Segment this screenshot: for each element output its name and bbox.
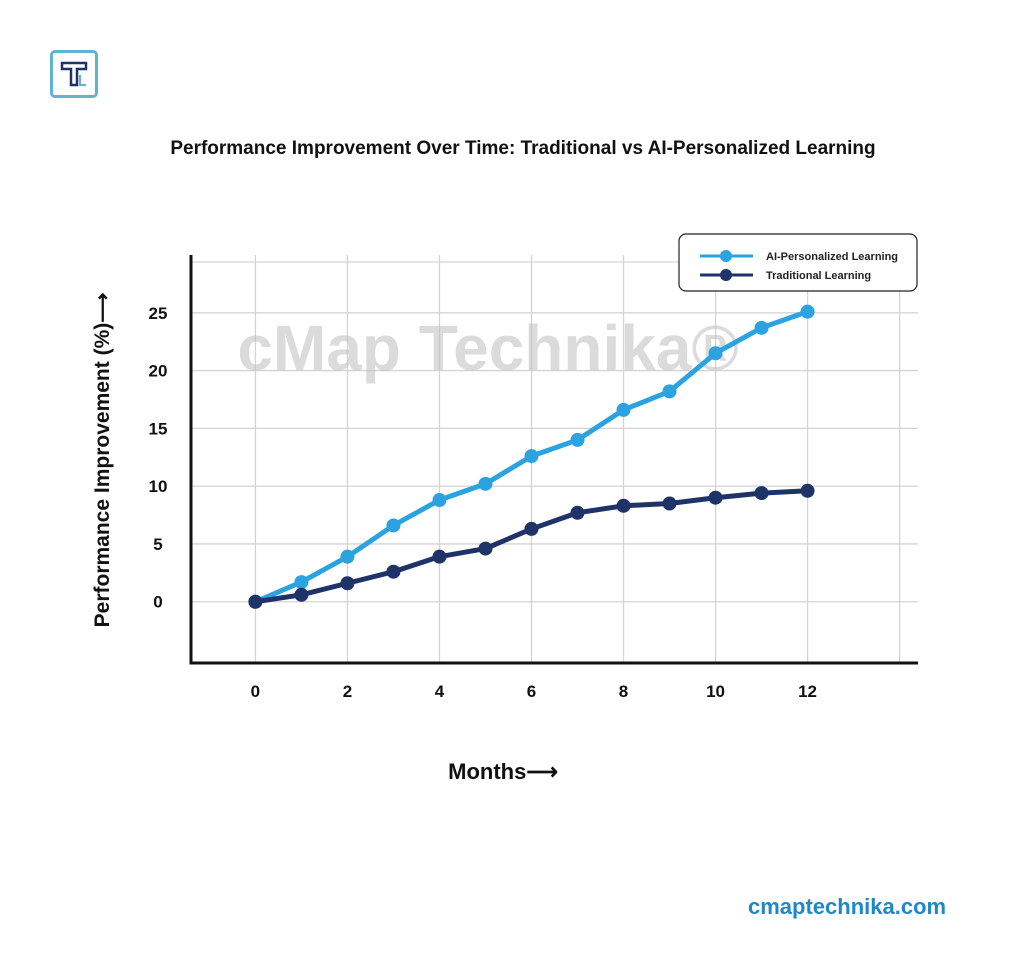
- logo: [50, 50, 98, 98]
- data-point: [432, 549, 447, 564]
- x-tick-label: 12: [798, 682, 817, 701]
- y-tick-label: 5: [153, 535, 162, 554]
- data-point: [708, 346, 723, 361]
- x-tick-label: 0: [251, 682, 260, 701]
- data-point: [616, 402, 631, 417]
- y-tick-label: 15: [149, 419, 168, 438]
- legend-box: [678, 233, 918, 292]
- data-point: [524, 521, 539, 536]
- data-point: [570, 505, 585, 520]
- data-point: [340, 549, 355, 564]
- data-point: [754, 486, 769, 501]
- y-axis-label: Performance Improvement (%)⟶: [91, 293, 114, 628]
- data-point: [478, 476, 493, 491]
- data-point: [708, 490, 723, 505]
- x-tick-label: 2: [343, 682, 352, 701]
- data-point: [340, 576, 355, 591]
- x-tick-label: 10: [706, 682, 725, 701]
- y-tick-label: 10: [149, 477, 168, 496]
- legend-marker: [720, 269, 732, 281]
- chart-title: Performance Improvement Over Time: Tradi…: [170, 138, 876, 159]
- watermark: cMap Technika®: [237, 312, 738, 384]
- legend-marker: [720, 250, 732, 262]
- data-point: [662, 384, 677, 399]
- data-point: [386, 518, 401, 533]
- logo-t-icon: [60, 61, 88, 87]
- data-point: [432, 493, 447, 508]
- y-tick-label: 0: [153, 593, 162, 612]
- data-point: [800, 304, 815, 319]
- data-point: [570, 432, 585, 447]
- data-point: [248, 594, 263, 609]
- data-point: [616, 498, 631, 513]
- data-point: [294, 575, 309, 590]
- data-point: [524, 449, 539, 464]
- x-axis-label: Months⟶: [448, 759, 558, 784]
- legend-label: AI-Personalized Learning: [766, 251, 898, 263]
- y-tick-label: 20: [149, 362, 168, 381]
- data-point: [800, 483, 815, 498]
- legend-label: Traditional Learning: [766, 270, 871, 282]
- data-point: [662, 496, 677, 511]
- data-point: [294, 587, 309, 602]
- x-tick-label: 4: [435, 682, 445, 701]
- data-point: [754, 320, 769, 335]
- footer-url[interactable]: cmaptechnika.com: [748, 894, 947, 919]
- x-tick-label: 6: [527, 682, 536, 701]
- data-point: [478, 541, 493, 556]
- y-tick-label: 25: [149, 304, 168, 323]
- x-tick-label: 8: [619, 682, 628, 701]
- data-point: [386, 564, 401, 579]
